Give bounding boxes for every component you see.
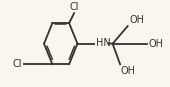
Text: Cl: Cl: [69, 2, 79, 12]
Text: Cl: Cl: [13, 59, 22, 69]
Text: OH: OH: [121, 66, 136, 76]
Text: HN: HN: [96, 38, 111, 48]
Text: OH: OH: [129, 15, 144, 25]
Text: OH: OH: [149, 39, 164, 49]
